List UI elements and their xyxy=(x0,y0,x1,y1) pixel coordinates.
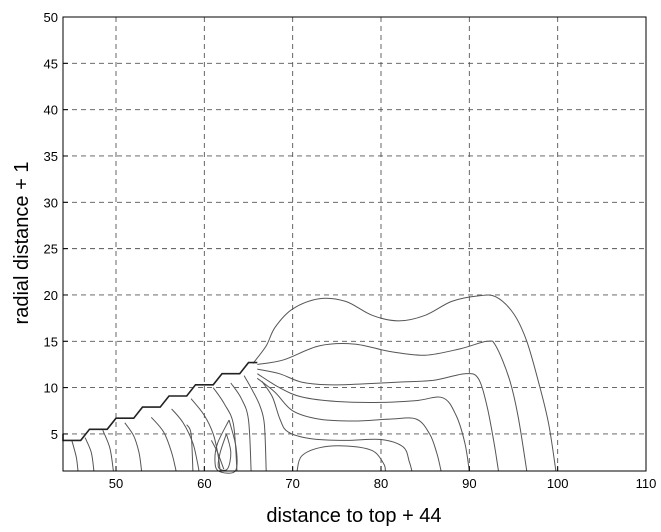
x-tick-label: 60 xyxy=(197,476,211,491)
contour-line xyxy=(124,422,143,472)
boundary-staircase xyxy=(62,361,258,442)
x-tick-label: 90 xyxy=(462,476,476,491)
contour-line xyxy=(212,387,238,472)
contour-lines xyxy=(71,294,557,474)
contour-line xyxy=(210,440,225,470)
contour-line xyxy=(186,424,194,472)
contour-line xyxy=(261,380,413,472)
y-tick-label: 35 xyxy=(44,149,58,164)
x-tick-label: 70 xyxy=(285,476,299,491)
contour-line xyxy=(102,430,114,472)
contour-line xyxy=(252,294,557,472)
contour-line xyxy=(71,440,79,472)
contour-line xyxy=(243,375,267,472)
y-tick-label: 15 xyxy=(44,334,58,349)
grid-lines xyxy=(63,17,646,471)
x-tick-label: 100 xyxy=(547,476,569,491)
y-tick-label: 20 xyxy=(44,288,58,303)
y-axis-label: radial distance + 1 xyxy=(11,162,33,325)
y-tick-label: 25 xyxy=(44,242,58,257)
contour-line xyxy=(150,416,177,472)
plot-frame xyxy=(62,16,647,472)
contour-line xyxy=(190,398,221,472)
boundary-line xyxy=(62,361,258,442)
x-axis-label: distance to top + 44 xyxy=(266,505,441,527)
y-tick-label: 10 xyxy=(44,381,58,396)
contour-line xyxy=(217,433,232,471)
y-tick-label: 40 xyxy=(44,103,58,118)
contour-line xyxy=(296,445,386,472)
y-tick-label: 30 xyxy=(44,195,58,210)
contour-line xyxy=(256,377,442,472)
contour-line xyxy=(84,437,95,472)
contour-line xyxy=(257,373,470,472)
x-tick-label: 80 xyxy=(374,476,388,491)
x-tick-label: 50 xyxy=(109,476,123,491)
contour-line xyxy=(257,340,528,472)
y-tick-label: 5 xyxy=(51,427,58,442)
x-tick-label: 110 xyxy=(636,476,657,491)
y-tick-label: 50 xyxy=(44,10,58,25)
contour-line xyxy=(171,408,200,472)
axis-ticks: 50 60 70 80 90 100 110 5 10 15 20 25 30 35 40 45 50 xyxy=(44,10,657,491)
contour-line xyxy=(257,368,499,472)
y-tick-label: 45 xyxy=(44,56,58,71)
contour-line xyxy=(230,382,252,472)
